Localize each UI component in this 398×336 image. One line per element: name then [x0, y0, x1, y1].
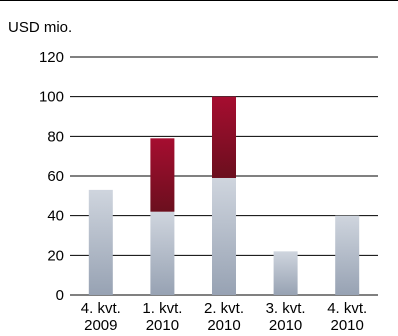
- x-tick-label-line: 2009: [84, 317, 117, 334]
- x-tick-label: 1. kvt. 2010: [142, 300, 182, 334]
- x-tick-label-line: 4. kvt.: [81, 300, 121, 317]
- x-tick-label: 2. kvt. 2010: [204, 300, 244, 334]
- y-tick-label: 80: [47, 128, 64, 145]
- x-tick-label-line: 2010: [146, 317, 179, 334]
- y-tick-label: 0: [56, 287, 64, 304]
- bar-segment: [212, 177, 236, 295]
- x-tick-label-line: 1. kvt.: [142, 300, 182, 317]
- bar-segment: [335, 215, 360, 295]
- bar-segment: [88, 189, 113, 295]
- y-unit-label: USD mio.: [8, 19, 72, 36]
- bar-segment: [273, 251, 298, 295]
- y-tick-label: 100: [39, 89, 64, 106]
- bars: [88, 96, 360, 295]
- x-tick-label-line: 2010: [207, 317, 240, 334]
- x-tick-label: 4. kvt. 2009: [81, 300, 121, 334]
- x-tick-label: 4. kvt. 2010: [327, 300, 367, 334]
- y-tick-label: 40: [47, 208, 64, 225]
- bar-segment: [150, 138, 175, 212]
- y-tick-label: 120: [39, 49, 64, 66]
- y-tick-labels: 0 20 40 60 80 100 120: [39, 49, 64, 304]
- x-tick-label-line: 2010: [331, 317, 364, 334]
- gridlines: [70, 56, 378, 296]
- y-tick-label: 60: [47, 168, 64, 185]
- bar-segment: [212, 96, 236, 178]
- x-tick-label-line: 2. kvt.: [204, 300, 244, 317]
- x-tick-label-line: 2010: [269, 317, 302, 334]
- x-tick-label-line: 3. kvt.: [266, 300, 306, 317]
- x-tick-label: 3. kvt. 2010: [266, 300, 306, 334]
- bar-segment: [150, 211, 175, 295]
- x-tick-label-line: 4. kvt.: [327, 300, 367, 317]
- top-rule: [0, 0, 398, 1]
- y-tick-label: 20: [47, 247, 64, 264]
